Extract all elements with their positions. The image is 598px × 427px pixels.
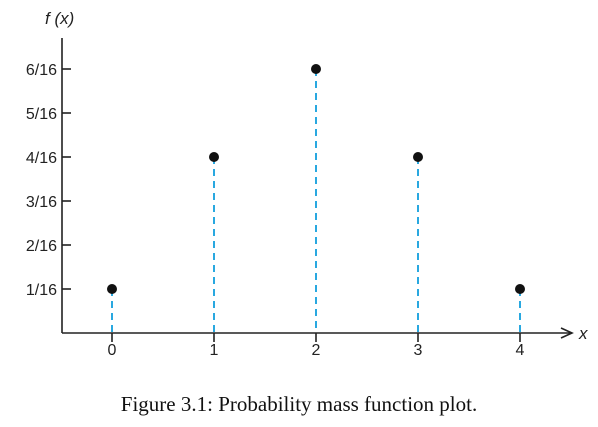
x-ticks-group: 0 1 2 3 4 [108, 333, 525, 359]
axes-group [61, 38, 574, 339]
x-tick-label: 1 [210, 342, 219, 359]
points-group [107, 64, 525, 294]
y-ticks-group: 1/16 2/16 3/16 4/16 5/16 6/16 [26, 62, 71, 299]
pmf-chart: 1/16 2/16 3/16 4/16 5/16 6/16 0 1 2 3 4 f (x) x [26, 9, 588, 359]
y-tick-label: 1/16 [26, 282, 57, 299]
y-axis-title: f (x) [45, 9, 74, 28]
data-point [515, 284, 525, 294]
stems-group [111, 69, 521, 333]
data-point [311, 64, 321, 74]
y-tick-label: 2/16 [26, 238, 57, 255]
figure-caption: Figure 3.1: Probability mass function pl… [120, 392, 478, 416]
x-tick-label: 3 [414, 342, 423, 359]
x-axis-arrow-icon [560, 327, 574, 339]
data-point [413, 152, 423, 162]
y-tick-label: 5/16 [26, 106, 57, 123]
data-point [107, 284, 117, 294]
y-tick-label: 3/16 [26, 194, 57, 211]
x-axis-title: x [578, 324, 588, 343]
data-point [209, 152, 219, 162]
y-tick-label: 6/16 [26, 62, 57, 79]
y-tick-label: 4/16 [26, 150, 57, 167]
x-tick-label: 0 [108, 342, 117, 359]
x-tick-label: 4 [516, 342, 525, 359]
x-tick-label: 2 [312, 342, 321, 359]
